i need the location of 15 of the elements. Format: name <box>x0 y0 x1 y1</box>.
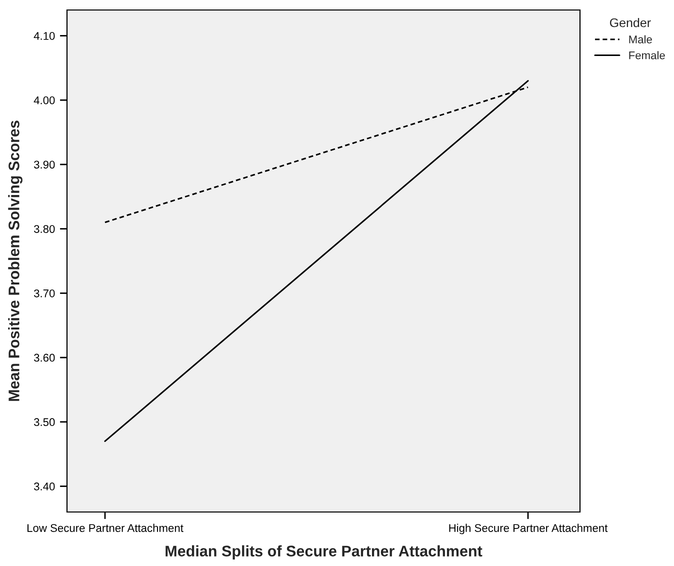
y-tick-label: 3.40 <box>34 482 55 490</box>
y-tick-label: 3.70 <box>34 289 55 298</box>
legend-label: Male <box>629 35 652 44</box>
y-tick-label: 4.00 <box>34 96 55 104</box>
legend-label: Female <box>629 51 665 60</box>
legend-title: Gender <box>610 18 651 28</box>
y-tick-label: 3.60 <box>34 354 55 362</box>
x-axis-title: Median Splits of Secure Partner Attachment <box>166 545 482 560</box>
y-tick-label: 3.80 <box>34 225 55 233</box>
y-tick-label: 3.90 <box>34 160 55 169</box>
x-tick-label: High Secure Partner Attachment <box>449 524 608 534</box>
x-tick-label: Low Secure Partner Attachment <box>27 524 184 532</box>
y-tick-label: 3.50 <box>34 418 55 426</box>
y-axis-title: Mean Positive Problem Solving Scores <box>8 120 22 401</box>
y-tick-label: 4.10 <box>34 32 55 40</box>
